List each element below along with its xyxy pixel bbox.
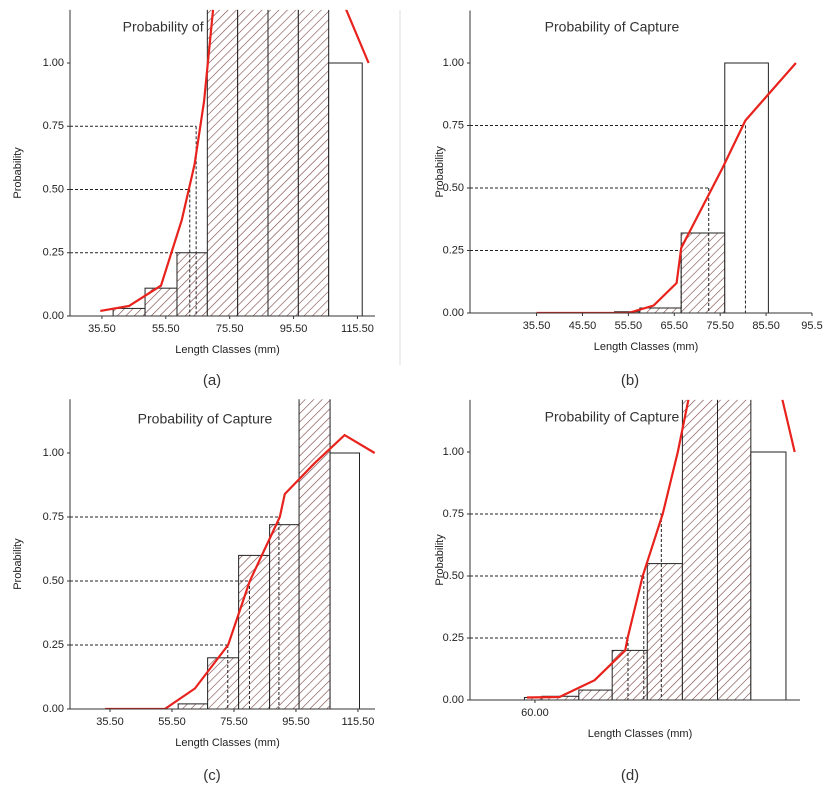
chart-title: Probability of Capture	[545, 409, 680, 425]
bar	[646, 563, 683, 700]
capture-curve	[526, 399, 796, 699]
y-tick-label: 0.00	[43, 310, 64, 322]
capture-curve	[536, 62, 797, 313]
y-tick-label: 1.00	[443, 446, 464, 458]
y-axis-label: Probability	[434, 146, 446, 198]
y-tick-label: 0.25	[43, 247, 64, 259]
bar	[680, 232, 726, 313]
y-tick-label: 1.00	[43, 57, 64, 69]
panel: Probability of Capture 0.00 0.25 0.50 0.75 1.…	[434, 399, 800, 784]
y-tick-label: 0.75	[43, 511, 64, 523]
bar	[578, 689, 613, 700]
chart-title: Probability of Capture	[545, 19, 680, 35]
x-tick-label: 55.50	[615, 320, 643, 332]
y-tick-label: 0.50	[443, 182, 464, 194]
x-tick-label: 95.50	[282, 716, 310, 728]
y-tick-label: 0.75	[443, 119, 464, 131]
y-tick-label: 0.25	[43, 639, 64, 651]
bar	[267, 9, 299, 317]
x-tick-label: 35.50	[523, 320, 551, 332]
chart-title: Probability of Capture	[138, 411, 273, 427]
capture-curve	[100, 9, 370, 312]
panel-label: (c)	[203, 767, 221, 784]
y-axis-label: Probability	[12, 147, 24, 199]
x-axis-label: Length Classes (mm)	[175, 344, 280, 356]
y-tick-label: 0.75	[443, 508, 464, 520]
bar	[269, 524, 300, 709]
bar	[112, 307, 146, 317]
bar	[238, 554, 271, 709]
panel: Probability of Capture 0.00 0.25 0.50 0.75 1.…	[12, 399, 376, 784]
y-tick-label: 0.25	[443, 244, 464, 256]
x-tick-label: 35.50	[88, 323, 116, 335]
x-tick-label: 45.50	[569, 320, 597, 332]
x-tick-label: 95.5	[801, 320, 822, 332]
bar	[717, 399, 752, 700]
y-tick-label: 0.25	[443, 632, 464, 644]
panel: Probability of Capture 0.00 0.25 0.50 0.75 1.…	[434, 10, 823, 389]
x-axis-label: Length Classes (mm)	[588, 728, 693, 740]
bar	[681, 399, 718, 700]
x-tick-label: 65.50	[661, 320, 689, 332]
bar	[329, 452, 361, 709]
bar	[328, 62, 363, 317]
x-axis-label: Length Classes (mm)	[594, 341, 699, 353]
y-tick-label: 0.50	[443, 570, 464, 582]
plot-area	[470, 399, 796, 700]
plot-area	[70, 9, 370, 317]
x-tick-label: 35.50	[96, 716, 124, 728]
x-tick-label: 115.50	[341, 323, 374, 335]
y-tick-label: 0.00	[443, 307, 464, 319]
y-tick-label: 1.00	[443, 57, 464, 69]
y-tick-label: 0.50	[43, 183, 64, 195]
y-tick-label: 0.75	[43, 120, 64, 132]
bar	[750, 451, 787, 700]
y-axis-label: Probability	[12, 538, 24, 590]
x-tick-label: 55.50	[152, 323, 180, 335]
x-tick-label: 55.50	[158, 716, 186, 728]
plot-area	[70, 399, 376, 709]
bar	[724, 62, 769, 313]
bar	[177, 703, 209, 709]
x-tick-label: 95.50	[280, 323, 308, 335]
x-axis-label: Length Classes (mm)	[175, 737, 280, 749]
panel-label: (d)	[621, 767, 639, 784]
panel-label: (a)	[203, 372, 221, 389]
y-tick-label: 0.50	[43, 575, 64, 587]
plot-area	[470, 62, 797, 313]
x-tick-label: 60.00	[521, 707, 549, 719]
bar	[237, 9, 269, 317]
bar	[297, 9, 330, 317]
panel-label: (b)	[621, 372, 639, 389]
x-tick-label: 75.50	[706, 320, 734, 332]
y-tick-label: 1.00	[43, 447, 64, 459]
x-tick-label: 115.50	[342, 716, 375, 728]
x-tick-label: 75.50	[216, 323, 244, 335]
y-tick-label: 0.00	[43, 703, 64, 715]
bar	[176, 252, 208, 317]
y-axis-label: Probability	[434, 534, 446, 586]
panel: Probability of Capture0.000.250.500.751.…	[12, 9, 375, 389]
y-tick-label: 0.00	[443, 694, 464, 706]
x-tick-label: 85.50	[752, 320, 780, 332]
bar	[298, 399, 331, 709]
x-tick-label: 75.50	[220, 716, 248, 728]
bar	[206, 9, 239, 317]
capture-curve	[105, 433, 376, 709]
